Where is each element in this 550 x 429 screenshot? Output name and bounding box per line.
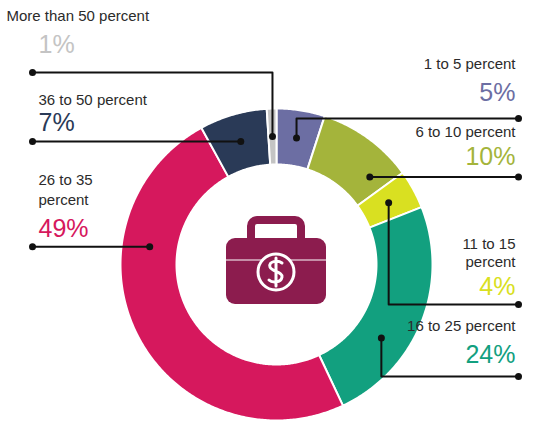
svg-text:6 to 10 percent: 6 to 10 percent [415,123,516,140]
svg-text:1%: 1% [39,30,75,58]
svg-text:16 to 25 percent: 16 to 25 percent [407,317,516,334]
svg-text:26 to 35: 26 to 35 [39,171,93,188]
svg-text:36 to 50 percent: 36 to 50 percent [39,91,148,108]
svg-text:5%: 5% [479,78,515,106]
svg-text:10%: 10% [465,142,515,170]
svg-text:1 to 5 percent: 1 to 5 percent [424,55,517,72]
svg-text:percent: percent [465,253,516,270]
svg-text:4%: 4% [479,272,515,300]
svg-text:percent: percent [39,191,90,208]
svg-text:24%: 24% [465,340,515,368]
svg-text:49%: 49% [39,214,89,242]
svg-text:More than 50 percent: More than 50 percent [7,7,150,24]
svg-text:11 to 15: 11 to 15 [462,235,515,252]
svg-text:7%: 7% [39,108,75,136]
